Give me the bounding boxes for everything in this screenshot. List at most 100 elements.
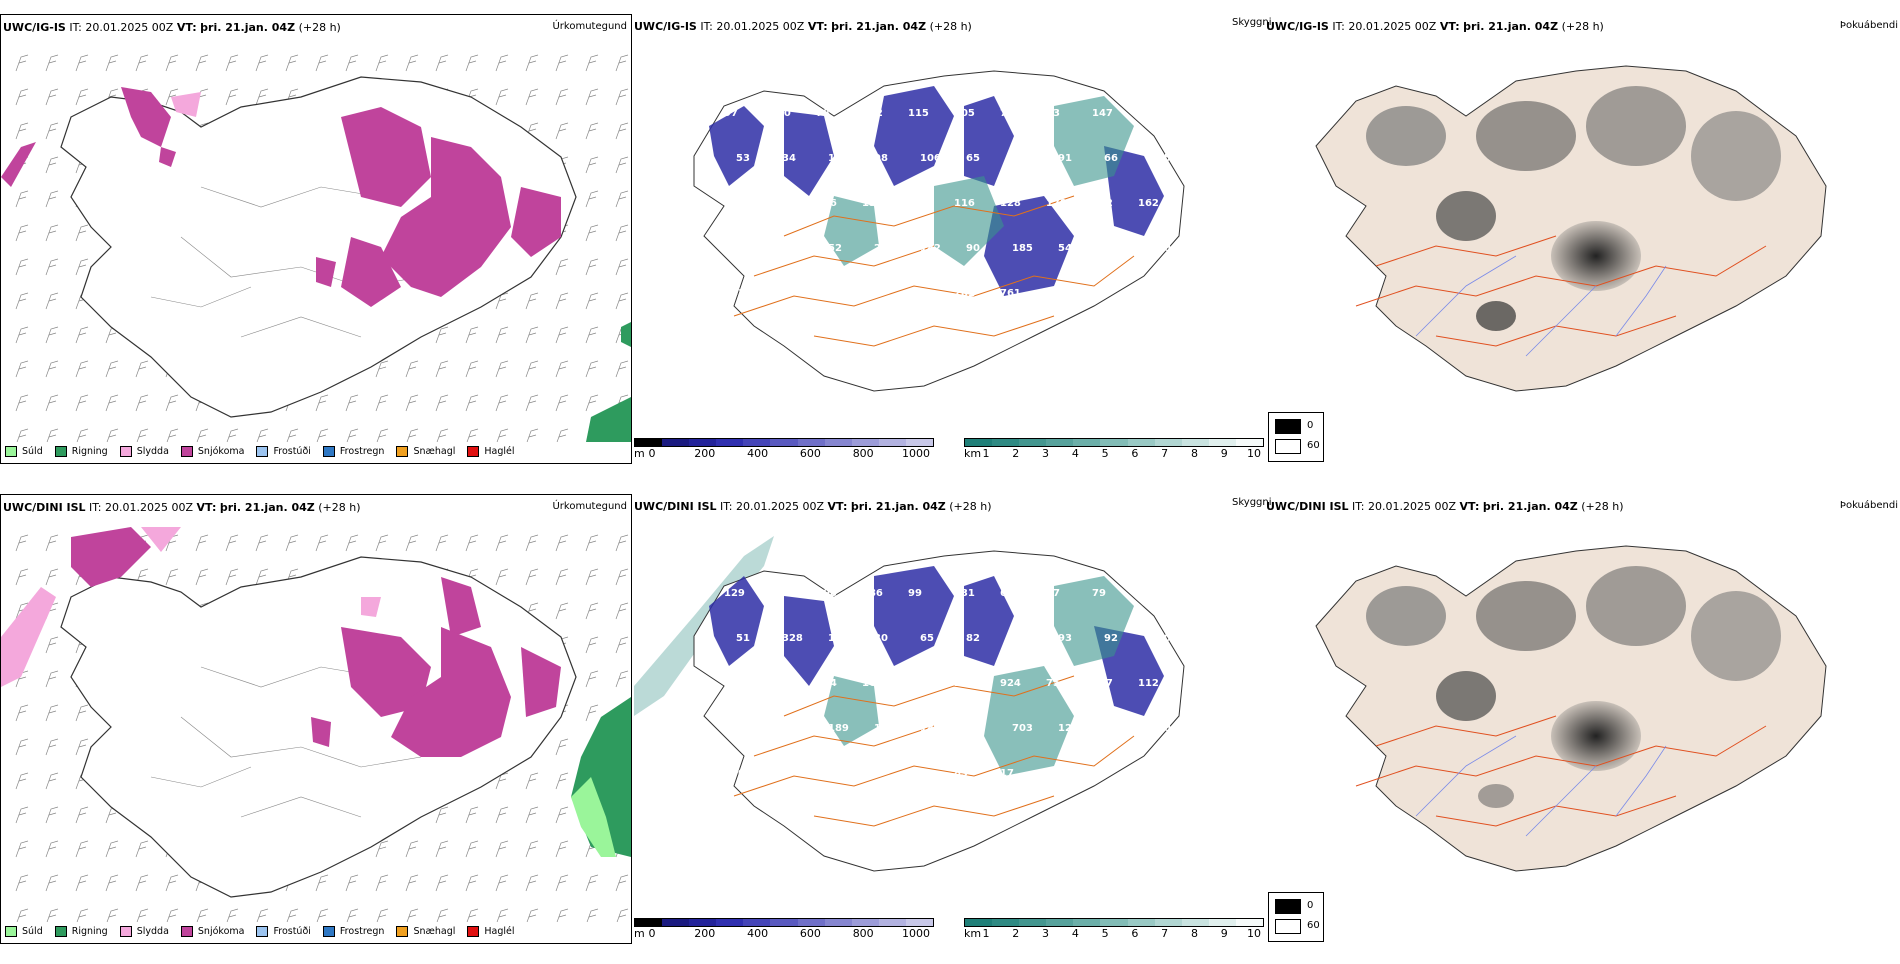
wind-barb [615,534,629,552]
wind-barb [435,534,449,552]
colorbar-tick: 5 [1101,447,1109,460]
wind-barb [346,908,359,922]
colorbar-segment [851,919,879,926]
wind-barb [166,908,179,922]
wind-barb [375,394,389,412]
legend-label: Snæhagl [413,925,456,937]
visibility-value-label: 119 [908,768,929,779]
visibility-value-label: 90 [1138,588,1152,599]
colorbar-segment [1208,919,1236,926]
precip-type-map [1,54,631,442]
rivers [1415,255,1667,357]
wind-barb [105,394,119,412]
wind-barb [525,292,539,310]
wind-barb [106,908,119,922]
colorbar-segment [797,919,825,926]
wind-barb [45,360,59,378]
colorbar-segment [662,919,690,926]
parameter-label: Skyggni [1232,497,1272,508]
visibility-value-label: 106 [920,153,941,164]
wind-barb [526,428,539,442]
visibility-value-label: 110 [828,153,849,164]
fog-shading [1366,566,1781,808]
parameter-label: Úrkomutegund [552,501,627,512]
colorbar-segment [1181,439,1209,446]
colorbar-tick: 9 [1220,927,1228,940]
fog-indicator-panel-bottom: UWC/DINI ISL IT: 20.01.2025 00Z VT: þri.… [1266,494,1900,944]
visibility-value-label: 82 [966,633,980,644]
wind-barb [465,534,479,552]
colorbar-segment [905,919,934,926]
wind-barb [165,54,179,72]
legend-swatch [256,925,269,937]
colorbar-segment [965,439,993,446]
colorbar-segment [770,919,798,926]
snowfall-area [71,527,561,757]
snowfall-area-west [1,142,36,187]
visibility-value-label: 185 [1012,243,1033,254]
visibility-value-label: 121 [1058,723,1079,734]
wind-barb [465,360,479,378]
wind-barb [555,568,569,586]
colorbar-tick: 5 [1101,927,1109,940]
colorbar-segment [1100,439,1128,446]
wind-barb [165,88,179,106]
colorbar-segment [1100,919,1128,926]
visibility-value-label: 66 [1104,153,1118,164]
colorbar-unit: km [964,927,982,940]
wind-barb [15,568,29,586]
wind-barb [555,88,569,106]
cloud-base-blue [709,86,1164,296]
colorbar-km: km 1 2 3 4 5 6 7 8 9 10 [964,918,1264,940]
wind-barb [376,428,389,442]
wind-barb [525,394,539,412]
wind-barb [45,54,59,72]
wind-barb [45,636,59,654]
visibility-value-label: 222 [1092,198,1113,209]
legend-label: Frostregn [339,445,385,457]
wind-barb [75,874,89,892]
visibility-value-label: 142 [862,108,883,119]
visibility-value-label: 91 [1058,153,1072,164]
wind-barb [465,54,479,72]
legend-item-rigning: Rigning [54,925,108,937]
colorbar-tick: 4 [1071,927,1079,940]
parameter-label: Skyggni [1232,17,1272,28]
colorbar-segment [635,439,663,446]
colorbar-unit: m [634,927,645,940]
wind-barb [585,534,599,552]
legend-item-slydda: Slydda [119,445,169,457]
visibility-value-label: 98 [816,768,830,779]
fog-legend: 0 60 [1268,892,1324,942]
colorbar-segment [905,439,934,446]
wind-barb [585,636,599,654]
colorbar-segment [689,919,717,926]
colorbar-tick: 3 [1042,447,1050,460]
panel-title: UWC/IG-IS IT: 20.01.2025 00Z VT: þri. 21… [3,21,341,34]
wind-barb [15,122,29,140]
wind-barb [195,54,209,72]
wind-barb [585,394,599,412]
wind-barb [496,428,509,442]
wind-barb [105,874,119,892]
colorbar-segment [770,439,798,446]
wind-barb [615,88,629,106]
visibility-value-label: 99 [908,588,922,599]
wind-barb [525,360,539,378]
colorbar-segment [878,439,906,446]
legend-item-snaehagl: Snæhagl [396,445,455,457]
wind-barb [45,88,59,106]
rivers-roads [150,666,422,818]
wind-barb [615,224,629,242]
legend-swatch [54,445,67,457]
visibility-value-label: 30 [874,633,888,644]
colorbar-segment [878,919,906,926]
visibility-value-label: 90 [862,768,876,779]
wind-barb [165,394,179,412]
colorbar-segment [1073,439,1101,446]
colorbar-tick: 1000 [902,447,930,460]
road-network [733,675,1135,827]
wind-barb [15,88,29,106]
wind-barb [555,326,569,344]
colorbar-segment [824,439,852,446]
